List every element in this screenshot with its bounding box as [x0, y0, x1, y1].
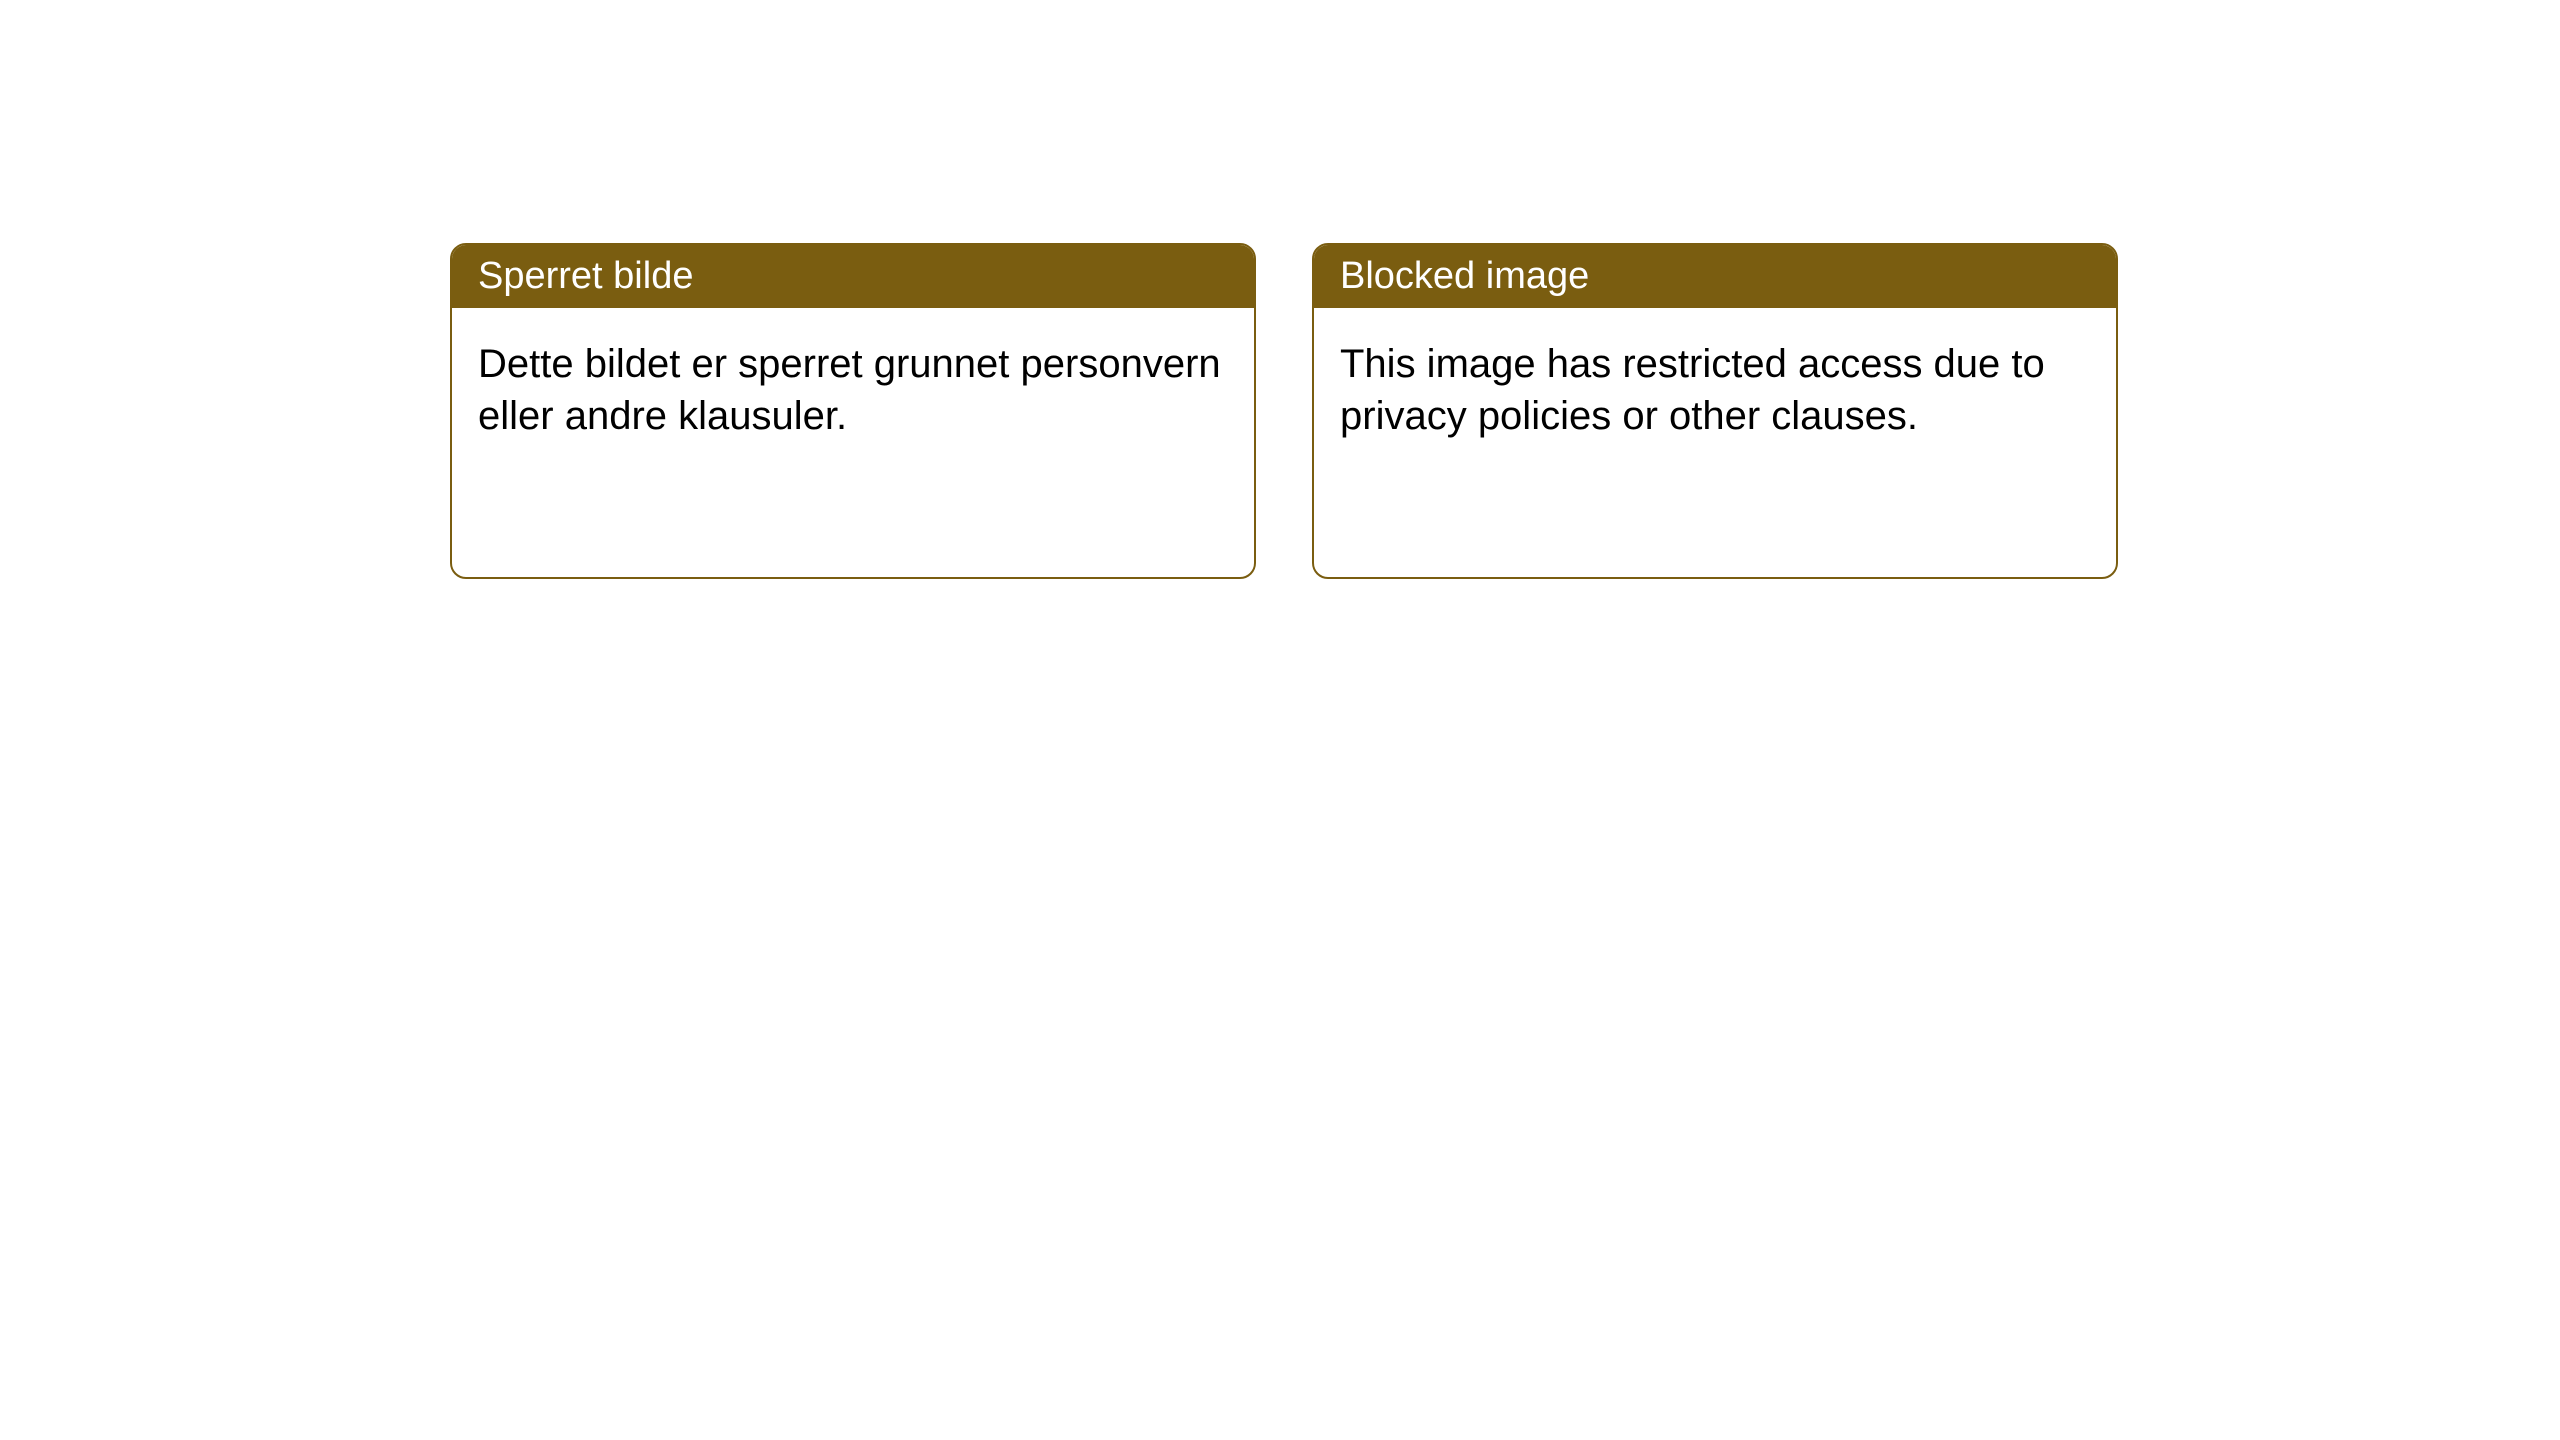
notice-card-norwegian: Sperret bilde Dette bildet er sperret gr… [450, 243, 1256, 579]
notice-header: Blocked image [1314, 245, 2116, 308]
notice-message: This image has restricted access due to … [1340, 342, 2045, 438]
notice-body: Dette bildet er sperret grunnet personve… [452, 308, 1254, 472]
notice-body: This image has restricted access due to … [1314, 308, 2116, 472]
notice-card-english: Blocked image This image has restricted … [1312, 243, 2118, 579]
notice-header: Sperret bilde [452, 245, 1254, 308]
notice-title: Sperret bilde [478, 255, 693, 297]
notice-title: Blocked image [1340, 255, 1589, 297]
notice-message: Dette bildet er sperret grunnet personve… [478, 342, 1221, 438]
